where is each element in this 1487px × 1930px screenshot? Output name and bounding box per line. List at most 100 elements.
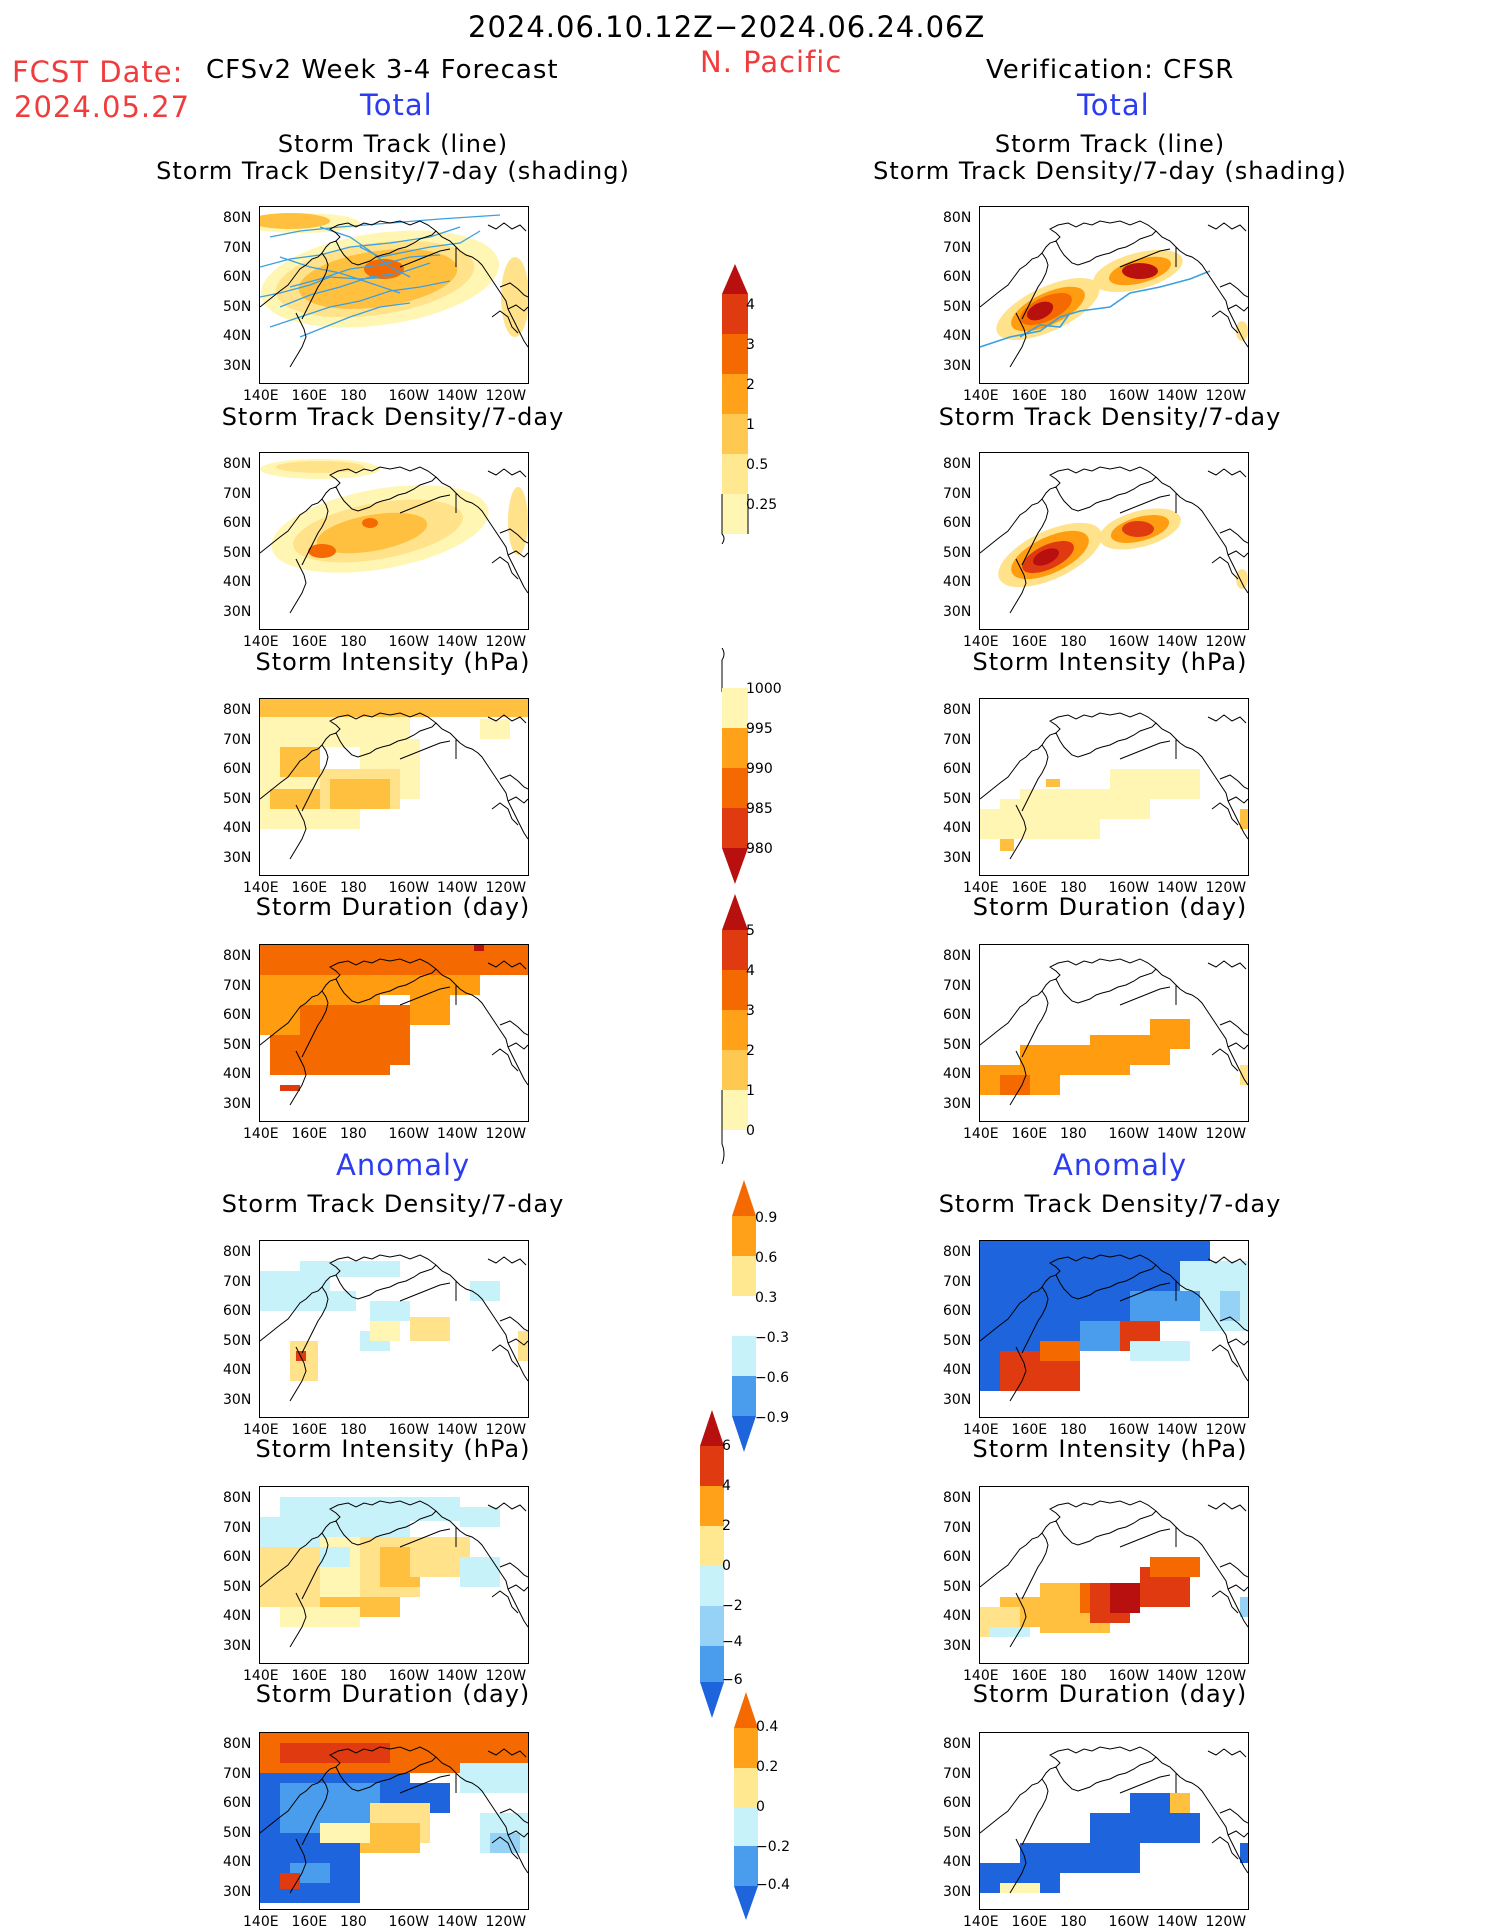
title-density-right: Storm Track Density/7-day <box>938 403 1282 431</box>
anomaly-left-label: Anomaly <box>336 1148 471 1182</box>
colorbar-density-anom <box>732 1180 756 1452</box>
cb-label: 2 <box>746 1043 755 1059</box>
lat-label: 70N <box>223 1273 252 1290</box>
density-map-forecast <box>259 452 529 630</box>
lon-label: 140E <box>963 1914 999 1930</box>
lat-label: 80N <box>943 702 972 718</box>
lat-label: 50N <box>943 298 972 315</box>
track-map-verification <box>979 206 1249 384</box>
density-map-verification <box>979 452 1249 630</box>
title-track-line-right: Storm Track (line) <box>994 130 1226 158</box>
fcst-date-value: 2024.05.27 <box>14 90 191 124</box>
lon-label: 140W <box>437 880 478 896</box>
total-right-label: Total <box>1077 88 1150 122</box>
lat-label: 70N <box>223 731 252 748</box>
title-duration-right: Storm Duration (day) <box>972 893 1248 921</box>
colorbar-duration-total <box>721 894 748 1165</box>
intensity-anom-map-forecast <box>259 1486 529 1664</box>
lat-label: 80N <box>943 1736 972 1752</box>
lat-label: 70N <box>943 1519 972 1536</box>
lat-label: 40N <box>943 820 972 836</box>
cb-label: −0.4 <box>756 1877 790 1893</box>
lon-label: 140W <box>1157 1126 1198 1142</box>
lon-label: 140W <box>1157 1668 1198 1684</box>
lon-label: 160W <box>388 634 430 650</box>
lat-label: 70N <box>943 1273 972 1290</box>
lon-label: 160E <box>1011 1914 1048 1930</box>
lon-label: 180 <box>340 1126 367 1142</box>
cb-label: 3 <box>746 337 755 353</box>
lon-label: 140W <box>437 1422 478 1438</box>
lon-label: 160W <box>1108 880 1150 896</box>
lon-label: 180 <box>340 880 367 896</box>
lon-label: 140E <box>963 1422 999 1438</box>
lon-label: 140W <box>1157 1914 1198 1930</box>
lon-label: 180 <box>1060 1914 1087 1930</box>
cb-label: 0.6 <box>755 1250 778 1266</box>
lon-label: 120W <box>1205 1668 1247 1684</box>
lat-label: 50N <box>223 1824 252 1841</box>
cb-label: 1 <box>746 1083 755 1099</box>
lat-label: 80N <box>943 1490 972 1506</box>
lat-label: 40N <box>223 1608 252 1624</box>
lat-label: 60N <box>223 1007 252 1023</box>
title-track-line-left: Storm Track (line) <box>277 130 509 158</box>
lon-label: 140E <box>243 388 279 404</box>
lon-label: 140E <box>243 880 279 896</box>
lat-label: 30N <box>943 1637 972 1654</box>
title-track-shading-right: Storm Track Density/7-day (shading) <box>873 157 1347 185</box>
lon-label: 120W <box>1205 1126 1247 1142</box>
cb-label: 990 <box>746 761 773 777</box>
lat-label: 40N <box>223 820 252 836</box>
lat-label: 40N <box>943 1854 972 1870</box>
lon-label: 140E <box>963 1126 999 1142</box>
lon-label: 120W <box>485 634 527 650</box>
lat-label: 80N <box>223 1490 252 1506</box>
lat-label: 30N <box>223 1095 252 1112</box>
lat-label: 60N <box>223 1795 252 1811</box>
lat-label: 80N <box>943 948 972 964</box>
lon-label: 140E <box>243 1422 279 1438</box>
lon-label: 120W <box>1205 880 1247 896</box>
lon-label: 160E <box>291 634 328 650</box>
lon-label: 120W <box>1205 1422 1247 1438</box>
lon-label: 160W <box>388 880 430 896</box>
colorbar-duration-anom <box>734 1692 758 1920</box>
lat-label: 60N <box>943 761 972 777</box>
lon-label: 140E <box>963 388 999 404</box>
track-map-forecast <box>259 206 529 384</box>
lat-label: 70N <box>943 485 972 502</box>
cb-label: 5 <box>746 923 755 939</box>
cb-label: 0.3 <box>755 1290 778 1306</box>
lat-label: 50N <box>223 298 252 315</box>
lon-label: 160E <box>291 1422 328 1438</box>
cb-label: −0.6 <box>755 1370 789 1386</box>
lon-label: 160E <box>1011 634 1048 650</box>
lon-label: 160E <box>291 1914 328 1930</box>
lon-label: 180 <box>1060 1668 1087 1684</box>
lat-label: 40N <box>223 1362 252 1378</box>
lat-label: 60N <box>223 269 252 285</box>
lat-label: 40N <box>223 1854 252 1870</box>
density-anom-map-verification <box>979 1240 1249 1418</box>
lat-label: 50N <box>223 790 252 807</box>
region-title: N. Pacific <box>700 45 843 79</box>
lat-label: 80N <box>943 210 972 226</box>
lat-label: 60N <box>943 1007 972 1023</box>
lon-label: 120W <box>485 388 527 404</box>
lat-label: 30N <box>223 1637 252 1654</box>
title-duration-anom-left: Storm Duration (day) <box>255 1680 531 1708</box>
cb-label: 0.25 <box>746 497 778 513</box>
title-density-left: Storm Track Density/7-day <box>221 403 565 431</box>
cb-label: 995 <box>746 721 773 737</box>
date-range-title: 2024.06.10.12Z−2024.06.24.06Z <box>468 10 986 44</box>
title-intensity-anom-left: Storm Intensity (hPa) <box>255 1435 531 1463</box>
lat-label: 40N <box>943 1362 972 1378</box>
title-duration-left: Storm Duration (day) <box>255 893 531 921</box>
lon-label: 160E <box>1011 1126 1048 1142</box>
lat-label: 30N <box>223 357 252 374</box>
anomaly-right-label: Anomaly <box>1053 1148 1188 1182</box>
lon-label: 120W <box>485 1126 527 1142</box>
cb-label: 0.4 <box>756 1719 779 1735</box>
lat-label: 60N <box>223 761 252 777</box>
